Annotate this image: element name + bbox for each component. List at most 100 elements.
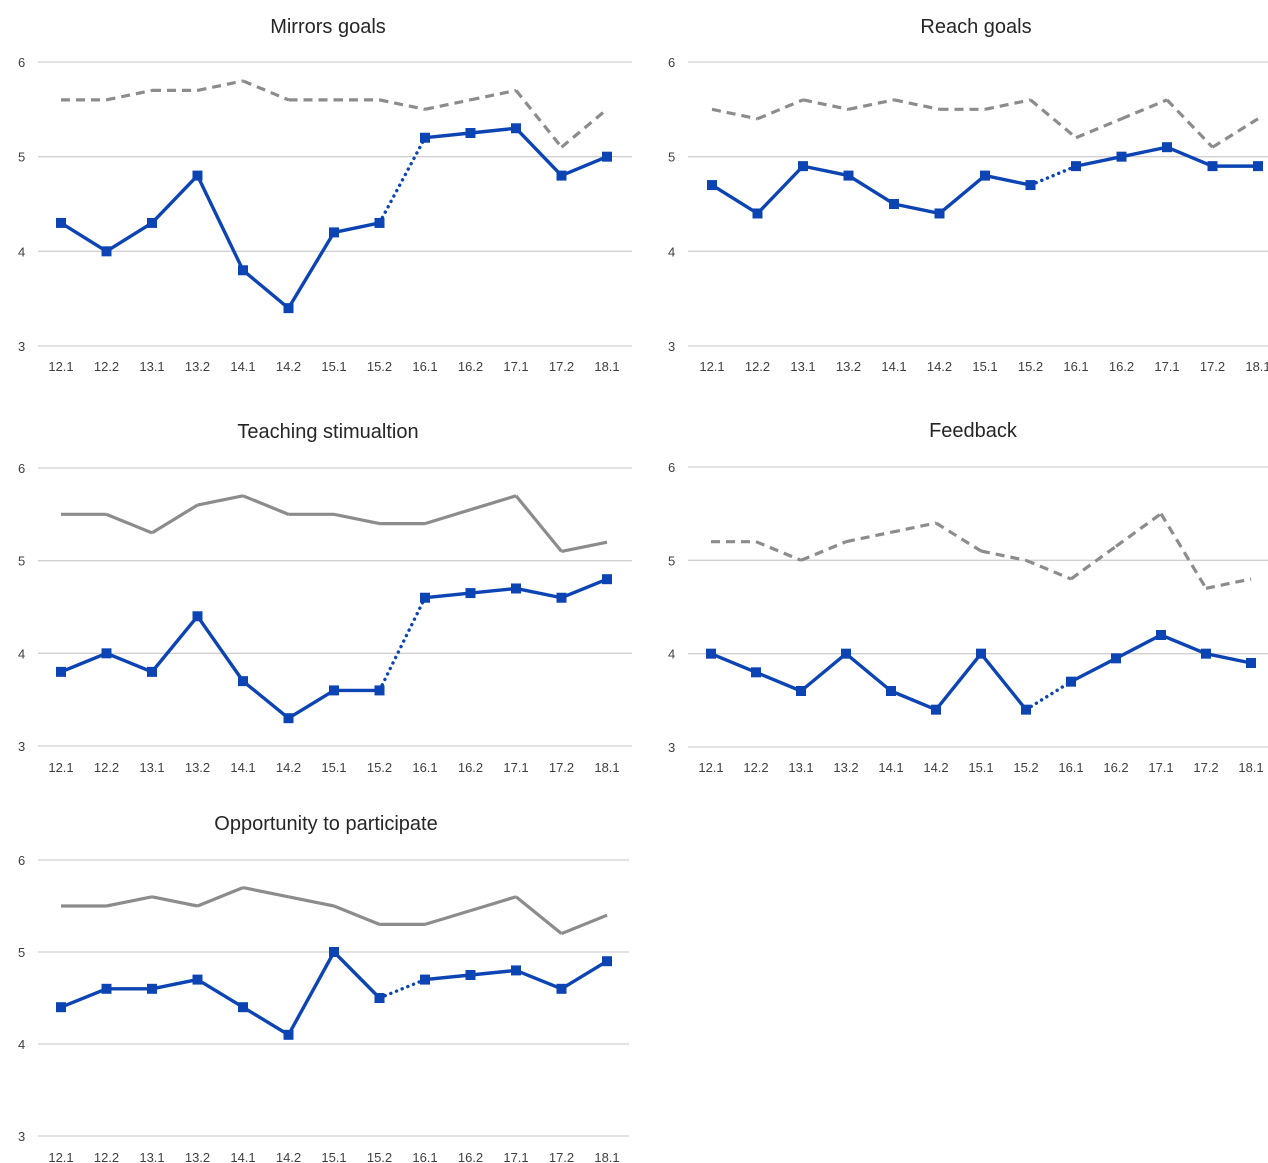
series-line-segment xyxy=(332,950,381,1000)
x-tick-label: 13.1 xyxy=(139,760,164,775)
x-tick-label: 12.1 xyxy=(48,760,73,775)
chart-title: Opportunity to participate xyxy=(214,813,437,835)
y-tick-label: 5 xyxy=(18,945,25,960)
y-tick-label: 4 xyxy=(18,244,25,259)
data-point-marker xyxy=(238,1002,248,1013)
series-line-segment xyxy=(241,679,290,720)
data-point-marker xyxy=(192,611,203,622)
x-tick-label: 16.1 xyxy=(412,359,437,374)
series-line-segment xyxy=(1166,145,1214,168)
x-tick-label: 13.1 xyxy=(790,359,815,374)
data-point-marker xyxy=(420,592,430,603)
data-point-marker xyxy=(283,303,294,314)
series-line-segment xyxy=(515,968,563,991)
data-point-marker xyxy=(1111,653,1121,664)
data-point-marker xyxy=(192,170,203,181)
y-tick-label: 6 xyxy=(668,55,675,70)
x-tick-label: 15.2 xyxy=(367,1150,392,1163)
x-tick-label: 14.2 xyxy=(276,760,301,775)
series-line-segment xyxy=(287,951,336,1036)
x-tick-label: 16.2 xyxy=(458,760,483,775)
y-tick-label: 3 xyxy=(668,740,675,755)
series-line-segment xyxy=(470,586,517,595)
data-point-marker xyxy=(465,970,476,980)
series-line-segment xyxy=(242,79,290,102)
data-point-marker xyxy=(101,246,112,257)
series-gray xyxy=(61,79,609,149)
series-gray xyxy=(711,98,1259,149)
series-line-segment xyxy=(150,174,199,225)
series-line-segment xyxy=(1070,545,1117,581)
data-point-marker xyxy=(934,208,945,219)
y-tick-label: 6 xyxy=(18,853,25,868)
series-line-segment xyxy=(984,173,1031,187)
x-tick-label: 13.2 xyxy=(185,1150,210,1163)
series-line-segment xyxy=(470,494,517,512)
series-line-segment xyxy=(844,652,893,693)
y-tick-label: 4 xyxy=(668,244,675,259)
series-line-segment xyxy=(470,88,517,102)
series-line-segment xyxy=(105,512,153,535)
series-blue xyxy=(56,947,612,1040)
x-tick-label: 14.1 xyxy=(878,760,903,775)
chart-title: Reach goals xyxy=(920,16,1031,38)
x-tick-label: 18.1 xyxy=(1245,359,1268,374)
x-tick-label: 17.2 xyxy=(549,359,574,374)
series-gray xyxy=(61,886,608,936)
data-point-marker xyxy=(796,686,806,696)
series-line-segment xyxy=(1070,656,1117,684)
x-tick-label: 17.1 xyxy=(503,359,528,374)
series-line-segment xyxy=(333,512,380,526)
data-point-marker xyxy=(1071,161,1081,172)
series-blue xyxy=(706,630,1256,715)
series-line-segment xyxy=(377,596,427,693)
series-line-segment xyxy=(60,221,108,253)
x-tick-label: 12.2 xyxy=(94,359,119,374)
data-point-marker xyxy=(283,1029,294,1040)
series-line-segment xyxy=(424,973,471,982)
series-line-segment xyxy=(1205,577,1252,590)
series-line-segment xyxy=(756,98,804,121)
series-line-segment xyxy=(711,107,758,121)
series-line-segment xyxy=(424,591,471,600)
series-line-segment xyxy=(197,494,244,507)
series-line-segment xyxy=(195,174,245,272)
series-line-segment xyxy=(1075,155,1122,168)
data-point-marker xyxy=(889,199,899,209)
x-tick-label: 12.2 xyxy=(743,760,768,775)
series-line-segment xyxy=(980,549,1027,562)
series-line-segment xyxy=(756,164,805,215)
series-line-segment xyxy=(514,895,563,935)
series-line-segment xyxy=(1024,679,1073,712)
series-line-segment xyxy=(379,98,426,111)
series-line-segment xyxy=(470,126,517,135)
series-line-segment xyxy=(151,503,199,535)
y-tick-label: 3 xyxy=(18,739,25,754)
data-point-marker xyxy=(329,227,339,238)
data-point-marker xyxy=(329,947,339,957)
y-tick-label: 3 xyxy=(18,339,25,354)
data-point-marker xyxy=(56,666,66,677)
data-point-marker xyxy=(374,685,385,696)
series-line-segment xyxy=(560,913,608,936)
data-point-marker xyxy=(706,648,716,659)
series-line-segment xyxy=(938,174,987,215)
series-line-segment xyxy=(935,521,982,553)
series-line-segment xyxy=(60,651,108,674)
x-tick-label: 15.1 xyxy=(968,760,993,775)
series-blue xyxy=(56,123,612,314)
chart-title: Mirrors goals xyxy=(270,16,386,38)
chart-title: Feedback xyxy=(929,420,1018,442)
data-point-marker xyxy=(147,666,157,677)
series-line-segment xyxy=(242,494,290,516)
data-point-marker xyxy=(556,170,567,181)
series-line-segment xyxy=(1121,145,1168,159)
x-tick-label: 16.2 xyxy=(458,1150,483,1163)
y-tick-label: 6 xyxy=(18,55,25,70)
series-line-segment xyxy=(755,670,802,693)
x-tick-label: 17.1 xyxy=(1148,760,1173,775)
data-point-marker xyxy=(843,170,854,181)
x-tick-label: 17.1 xyxy=(503,1150,528,1163)
x-tick-label: 16.1 xyxy=(1058,760,1083,775)
